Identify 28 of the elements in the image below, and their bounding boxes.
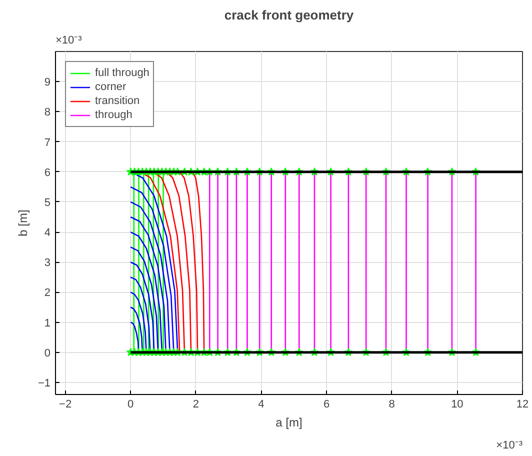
y-tick-label: 0 [44,347,51,360]
legend-label: full through [95,66,150,80]
x-tick-label: 8 [388,398,395,410]
x-tick-label: 4 [258,398,264,410]
x-axis-title: a [m] [276,416,302,430]
chart-title: crack front geometry [224,8,354,22]
x-tick-label: 2 [192,398,199,410]
y-tick-label: 4 [44,227,51,240]
y-tick-label: 1 [44,317,51,330]
y-tick-label: 3 [44,257,51,270]
y-tick-label: 7 [44,136,51,149]
legend-label: transition [95,94,140,108]
y-tick-label: 5 [44,196,51,209]
text: ×10⁻³ [56,34,82,46]
x-tick-label: 6 [323,398,330,410]
legend-label: corner [95,80,126,94]
text: ×10⁻³ [496,440,523,452]
x-tick-label: 12 [516,398,529,410]
y-tick-label: 8 [44,106,51,119]
y-tick-label: 9 [44,76,51,89]
y-axis-title: b [m] [16,210,30,236]
y-tick-label: 2 [44,287,51,300]
legend-label: through [95,108,132,122]
x-tick-label: 0 [128,398,134,410]
y-tick-label: −1 [38,377,51,390]
y-tick-label: 6 [44,166,51,179]
x-tick-label: −2 [59,398,72,410]
x-tick-label: 10 [451,398,464,410]
